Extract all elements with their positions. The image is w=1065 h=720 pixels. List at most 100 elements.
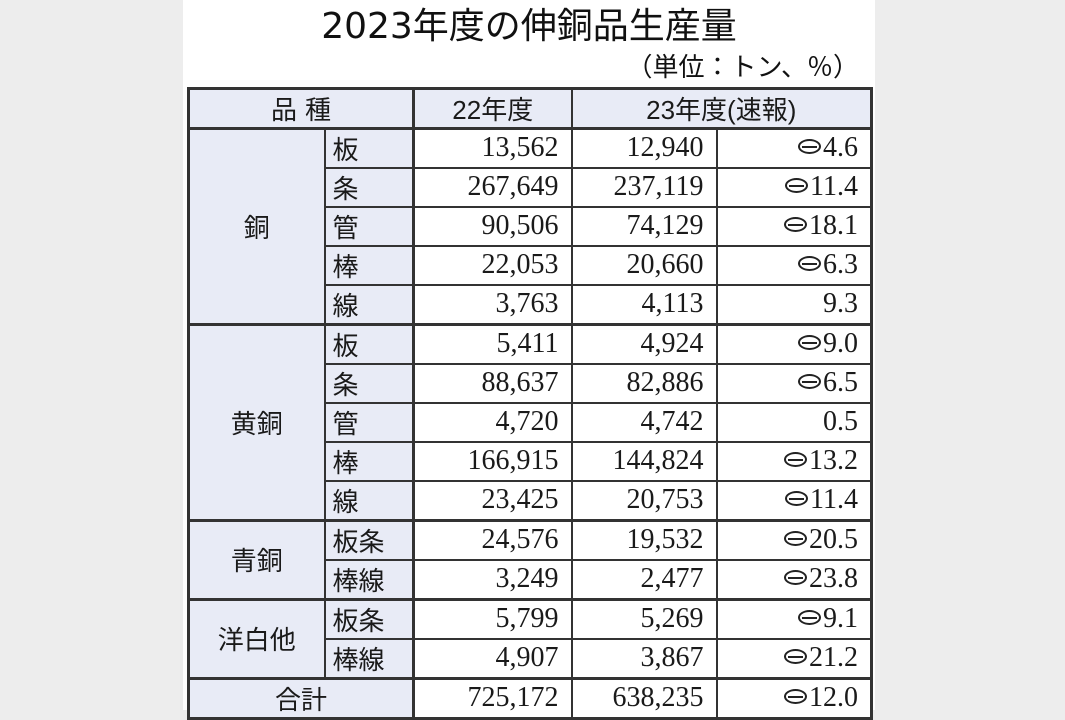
cell-fy23: 5,269 — [570, 598, 718, 640]
minus-circle-icon — [784, 649, 808, 665]
cell-change: 9.3 — [715, 283, 873, 326]
cell-type: 棒線 — [323, 637, 415, 680]
minus-circle-icon — [784, 689, 808, 705]
cell-fy22: 3,763 — [412, 283, 573, 326]
cell-category: 黄銅 — [187, 323, 326, 522]
cell-category: 銅 — [187, 127, 326, 326]
cell-change: 9.0 — [715, 323, 873, 365]
cell-change: 11.4 — [715, 166, 873, 208]
cell-type: 板 — [323, 127, 415, 169]
table-row: 線 3,763 4,113 9.3 — [189, 283, 873, 326]
cell-type: 棒 — [323, 440, 415, 482]
cell-type: 管 — [323, 401, 415, 443]
table-row: 銅板 13,562 12,940 4.6 — [187, 127, 873, 326]
cell-fy22: 5,411 — [412, 323, 573, 365]
minus-circle-icon — [785, 491, 809, 507]
cell-category: 洋白他 — [187, 598, 326, 680]
cell-change: 6.5 — [715, 362, 873, 404]
cell-type: 板 — [323, 323, 415, 365]
header-kind: 品種 — [187, 87, 416, 130]
cell-type: 線 — [323, 479, 415, 522]
cell-fy23: 74,129 — [570, 205, 718, 247]
table-row: 青銅 板条 24,576 19,532 20.5 — [187, 519, 873, 601]
table-row: 棒線 4,907 3,867 21.2 — [189, 637, 873, 680]
cell-type: 棒 — [323, 244, 415, 286]
cell-fy22: 13,562 — [412, 127, 573, 169]
cell-fy22: 4,907 — [412, 637, 573, 680]
minus-circle-icon — [784, 570, 808, 586]
cell-change: 18.1 — [715, 205, 873, 247]
table-row: 棒 166,915 144,824 13.2 — [189, 440, 873, 482]
cell-type: 条 — [323, 166, 415, 208]
minus-circle-icon — [784, 531, 808, 547]
cell-type: 管 — [323, 205, 415, 247]
table-row: 黄銅板 5,411 4,924 9.0 — [187, 323, 873, 522]
cell-fy22: 22,053 — [412, 244, 573, 286]
cell-fy23: 12,940 — [570, 127, 718, 169]
cell-fy22: 5,799 — [412, 598, 573, 640]
cell-fy23: 4,113 — [570, 283, 718, 326]
cell-fy22: 4,720 — [412, 401, 573, 443]
cell-fy23: 82,886 — [570, 362, 718, 404]
minus-circle-icon — [798, 256, 822, 272]
cell-change: 23.8 — [715, 558, 873, 601]
table-row: 条 88,637 82,886 6.5 — [189, 362, 873, 404]
cell-change: 21.2 — [715, 637, 873, 680]
minus-circle-icon — [798, 610, 822, 626]
table-row: 洋白他 板条 5,799 5,269 9.1 — [187, 598, 873, 680]
minus-circle-icon — [784, 452, 808, 468]
cell-fy22: 3,249 — [412, 558, 573, 601]
cell-change: 4.6 — [715, 127, 873, 169]
cell-change: 6.3 — [715, 244, 873, 286]
document-sheet: 2023年度の伸銅品生産量 （単位：トン、％） 品種 22年度 23年度(速報)… — [183, 0, 875, 720]
cell-fy22: 23,425 — [412, 479, 573, 522]
minus-circle-icon — [784, 217, 808, 233]
cell-total-fy23: 638,235 — [570, 677, 718, 720]
cell-change: 13.2 — [715, 440, 873, 482]
cell-fy23: 237,119 — [570, 166, 718, 208]
cell-fy22: 88,637 — [412, 362, 573, 404]
cell-total-label: 合計 — [187, 677, 416, 720]
table-row: 線 23,425 20,753 11.4 — [189, 479, 873, 522]
table-row: 管 4,720 4,742 0.5 — [189, 401, 873, 443]
minus-circle-icon — [798, 139, 822, 155]
cell-type: 線 — [323, 283, 415, 326]
cell-fy23: 20,660 — [570, 244, 718, 286]
cell-fy22: 90,506 — [412, 205, 573, 247]
cell-change: 11.4 — [715, 479, 873, 522]
cell-fy23: 3,867 — [570, 637, 718, 680]
table-row: 管 90,506 74,129 18.1 — [189, 205, 873, 247]
cell-category: 青銅 — [187, 519, 326, 601]
production-table: 品種 22年度 23年度(速報) 銅板 13,562 12,940 4.6 条 267,6… — [187, 86, 874, 720]
header-fy22: 22年度 — [412, 87, 573, 130]
table-row: 条 267,649 237,119 11.4 — [189, 166, 873, 208]
cell-fy23: 20,753 — [570, 479, 718, 522]
cell-type: 板条 — [323, 519, 415, 561]
page-title: 2023年度の伸銅品生産量 — [321, 6, 737, 47]
cell-fy23: 19,532 — [570, 519, 718, 561]
cell-type: 棒線 — [323, 558, 415, 601]
cell-fy23: 4,924 — [570, 323, 718, 365]
cell-fy23: 144,824 — [570, 440, 718, 482]
table-header-row: 品種 22年度 23年度(速報) — [187, 87, 873, 130]
cell-fy22: 24,576 — [412, 519, 573, 561]
cell-total-fy22: 725,172 — [412, 677, 573, 720]
cell-change: 9.1 — [715, 598, 873, 640]
minus-circle-icon — [798, 335, 822, 351]
cell-fy22: 267,649 — [412, 166, 573, 208]
cell-change: 0.5 — [715, 401, 873, 443]
cell-fy23: 2,477 — [570, 558, 718, 601]
cell-total-change: 12.0 — [715, 677, 873, 720]
cell-change: 20.5 — [715, 519, 873, 561]
minus-circle-icon — [798, 374, 822, 390]
minus-circle-icon — [785, 178, 809, 194]
cell-type: 条 — [323, 362, 415, 404]
units-note: （単位：トン、％） — [626, 52, 859, 82]
header-fy23: 23年度(速報) — [570, 87, 873, 130]
table-body: 銅板 13,562 12,940 4.6 条 267,649 237,119 11.4 管 90,… — [187, 127, 873, 720]
table-row: 棒 22,053 20,660 6.3 — [189, 244, 873, 286]
cell-fy22: 166,915 — [412, 440, 573, 482]
cell-fy23: 4,742 — [570, 401, 718, 443]
table-row: 棒線 3,249 2,477 23.8 — [189, 558, 873, 601]
cell-type: 板条 — [323, 598, 415, 640]
